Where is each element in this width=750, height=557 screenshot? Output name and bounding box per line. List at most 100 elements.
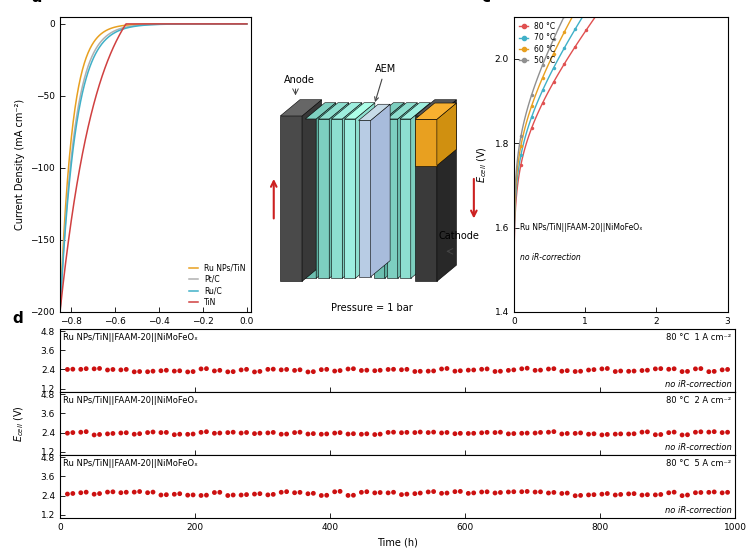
Point — [200, 427, 212, 436]
X-axis label: Time (h): Time (h) — [377, 538, 418, 548]
Point — [182, 491, 194, 500]
Point — [227, 367, 239, 376]
Point — [294, 428, 306, 437]
Point — [195, 428, 207, 437]
Point — [535, 428, 547, 437]
Point — [209, 429, 220, 438]
Point — [214, 488, 226, 497]
Point — [280, 365, 292, 374]
Point — [436, 428, 448, 437]
Point — [556, 429, 568, 438]
Point — [615, 429, 627, 438]
Point — [588, 429, 600, 438]
Point — [422, 367, 434, 375]
Point — [708, 487, 720, 496]
Point — [308, 429, 320, 438]
Polygon shape — [318, 102, 349, 119]
X-axis label: Current Density (A cm⁻²): Current Density (A cm⁻²) — [560, 331, 682, 341]
Point — [88, 364, 101, 373]
Point — [101, 487, 113, 496]
Point — [583, 365, 595, 374]
Point — [67, 489, 79, 498]
Polygon shape — [280, 116, 302, 281]
Polygon shape — [400, 119, 411, 278]
Point — [128, 488, 140, 497]
Point — [676, 367, 688, 376]
Point — [155, 367, 167, 375]
Point — [548, 488, 560, 497]
Point — [574, 367, 586, 375]
Point — [535, 366, 547, 375]
Point — [542, 488, 554, 497]
Point — [174, 489, 186, 498]
Point — [388, 428, 400, 437]
Point — [574, 428, 586, 437]
Point — [615, 490, 627, 499]
Point — [569, 429, 581, 438]
Point — [596, 364, 608, 373]
Legend: 80 °C, 70 °C, 60 °C, 50 °C: 80 °C, 70 °C, 60 °C, 50 °C — [518, 21, 557, 66]
Point — [668, 488, 680, 497]
Point — [468, 429, 480, 438]
Polygon shape — [400, 102, 430, 119]
Point — [508, 429, 520, 438]
Point — [382, 488, 394, 497]
Point — [200, 491, 212, 500]
Polygon shape — [316, 102, 336, 278]
Point — [101, 429, 113, 438]
Text: Ru NPs/TiN||FAAM-20||NiMoFeOₓ: Ru NPs/TiN||FAAM-20||NiMoFeOₓ — [520, 223, 643, 232]
Point — [328, 367, 340, 375]
Point — [128, 368, 140, 377]
Point — [187, 367, 199, 376]
Point — [650, 364, 662, 373]
Point — [147, 367, 159, 375]
Point — [668, 428, 680, 437]
Point — [561, 429, 573, 438]
X-axis label: E-iR (V vs. RHE): E-iR (V vs. RHE) — [117, 331, 194, 341]
Point — [622, 490, 634, 499]
Text: no iR-correction: no iR-correction — [520, 253, 581, 262]
Point — [454, 429, 466, 438]
Polygon shape — [411, 102, 430, 278]
Polygon shape — [387, 119, 398, 278]
Point — [254, 429, 266, 438]
Point — [142, 367, 154, 376]
Point — [628, 429, 640, 438]
Point — [369, 488, 381, 497]
Point — [436, 364, 448, 373]
Point — [548, 427, 560, 436]
Point — [622, 429, 634, 438]
Point — [401, 490, 413, 499]
Point — [401, 365, 413, 374]
Point — [722, 488, 734, 497]
Polygon shape — [302, 100, 322, 281]
Point — [342, 364, 354, 373]
Point — [427, 487, 439, 496]
Point — [628, 367, 640, 375]
Point — [414, 367, 426, 376]
Point — [227, 428, 239, 437]
Point — [267, 428, 279, 437]
Point — [682, 491, 694, 500]
Polygon shape — [344, 102, 375, 119]
Point — [347, 364, 359, 373]
Point — [655, 430, 667, 439]
Point — [556, 489, 568, 498]
Point — [120, 488, 132, 497]
Text: d: d — [13, 311, 23, 326]
Point — [222, 368, 234, 377]
Point — [689, 364, 701, 373]
Point — [321, 365, 333, 374]
Point — [694, 364, 706, 373]
Point — [88, 490, 101, 499]
Point — [168, 430, 180, 439]
Point — [195, 364, 207, 373]
Point — [574, 491, 586, 500]
Point — [489, 367, 501, 376]
Point — [622, 367, 634, 376]
Legend: Ru NPs/TiN, Pt/C, Ru/C, TiN: Ru NPs/TiN, Pt/C, Ru/C, TiN — [188, 262, 248, 308]
Point — [689, 428, 701, 437]
Point — [516, 364, 528, 373]
Point — [80, 364, 92, 373]
Point — [315, 365, 327, 374]
